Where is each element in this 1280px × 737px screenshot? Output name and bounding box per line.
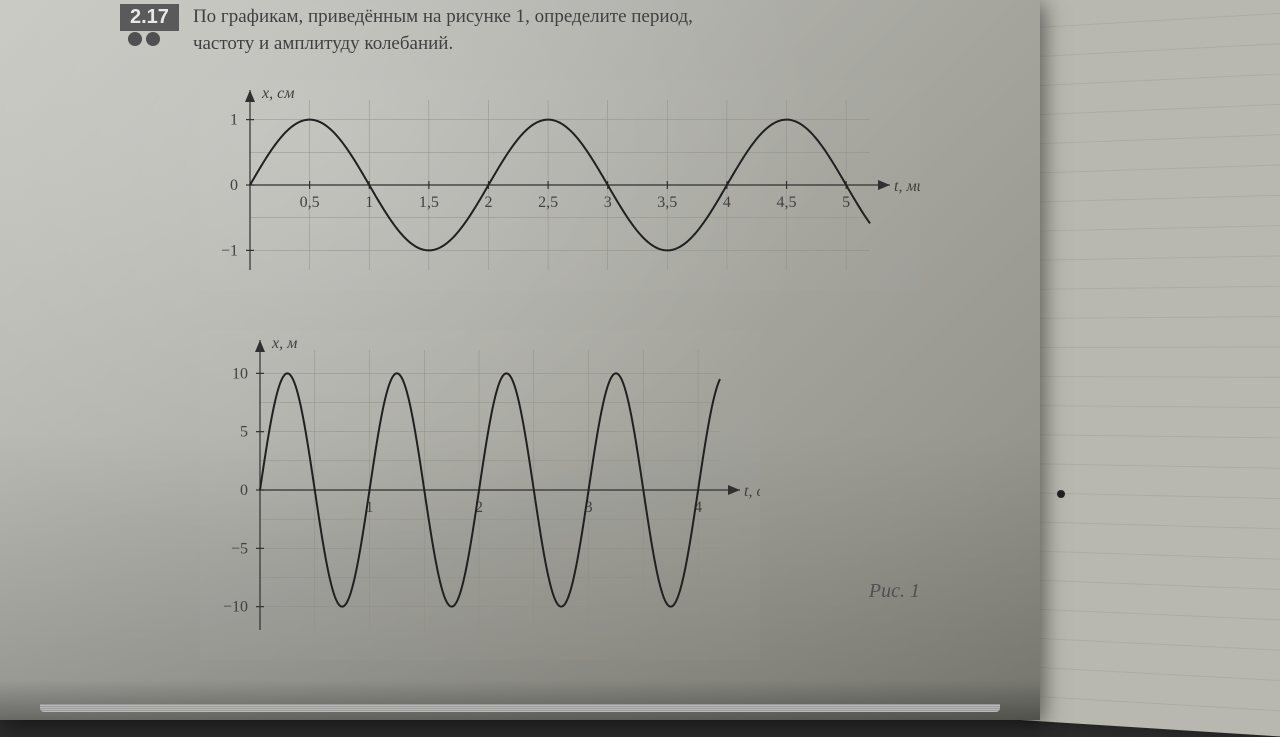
- svg-text:t, мин: t, мин: [894, 178, 920, 195]
- textbook-page: 2.17 По графикам, приведённым на рисунке…: [0, 0, 1040, 720]
- problem-number-badge: 2.17: [120, 4, 179, 31]
- svg-text:t, с: t, с: [744, 483, 760, 500]
- figure-label: Рис. 1: [869, 580, 920, 603]
- svg-text:5: 5: [842, 194, 850, 211]
- notebook-paper: [1020, 0, 1280, 737]
- difficulty-dot-icon: [128, 32, 142, 46]
- chart-2-oscillation-m-s: 1234−10−50510x, мt, с: [200, 330, 760, 660]
- svg-text:5: 5: [240, 424, 248, 441]
- svg-text:3: 3: [604, 194, 612, 211]
- svg-text:2,5: 2,5: [538, 194, 558, 211]
- svg-text:0: 0: [240, 482, 248, 499]
- svg-text:2: 2: [484, 194, 492, 211]
- problem-header: 2.17 По графикам, приведённым на рисунке…: [120, 4, 693, 57]
- svg-text:0: 0: [230, 177, 238, 194]
- page-bottom-shadow: [0, 680, 1040, 720]
- problem-text: По графикам, приведённым на рисунке 1, о…: [193, 4, 693, 57]
- svg-text:10: 10: [232, 365, 248, 382]
- svg-text:−5: −5: [231, 540, 248, 557]
- difficulty-indicator: [128, 32, 160, 46]
- svg-text:1,5: 1,5: [419, 194, 439, 211]
- chart-1-oscillation-cm-min: 0,5 1 1,5 2 2,5 3 3,5 4 4,5 5 −1 0 1 x, см t, мин: [200, 80, 920, 290]
- svg-text:1: 1: [230, 112, 238, 129]
- svg-text:0,5: 0,5: [300, 194, 320, 211]
- ink-dot: [1057, 490, 1065, 498]
- difficulty-dot-icon: [146, 32, 160, 46]
- problem-text-line2: частоту и амплитуду колебаний.: [193, 33, 453, 54]
- svg-text:1: 1: [365, 194, 373, 211]
- svg-text:3,5: 3,5: [657, 194, 677, 211]
- svg-text:4,5: 4,5: [777, 194, 797, 211]
- problem-text-line1: По графикам, приведённым на рисунке 1, о…: [193, 6, 693, 27]
- svg-text:x, см: x, см: [261, 85, 294, 102]
- chart-2-svg: 1234−10−50510x, мt, с: [200, 330, 760, 660]
- svg-text:x, м: x, м: [271, 335, 297, 352]
- svg-text:−1: −1: [221, 242, 238, 259]
- svg-text:−10: −10: [223, 599, 248, 616]
- chart-1-svg: 0,5 1 1,5 2 2,5 3 3,5 4 4,5 5 −1 0 1 x, см t, мин: [200, 80, 920, 290]
- svg-text:4: 4: [723, 194, 731, 211]
- page-edge: [40, 704, 1000, 712]
